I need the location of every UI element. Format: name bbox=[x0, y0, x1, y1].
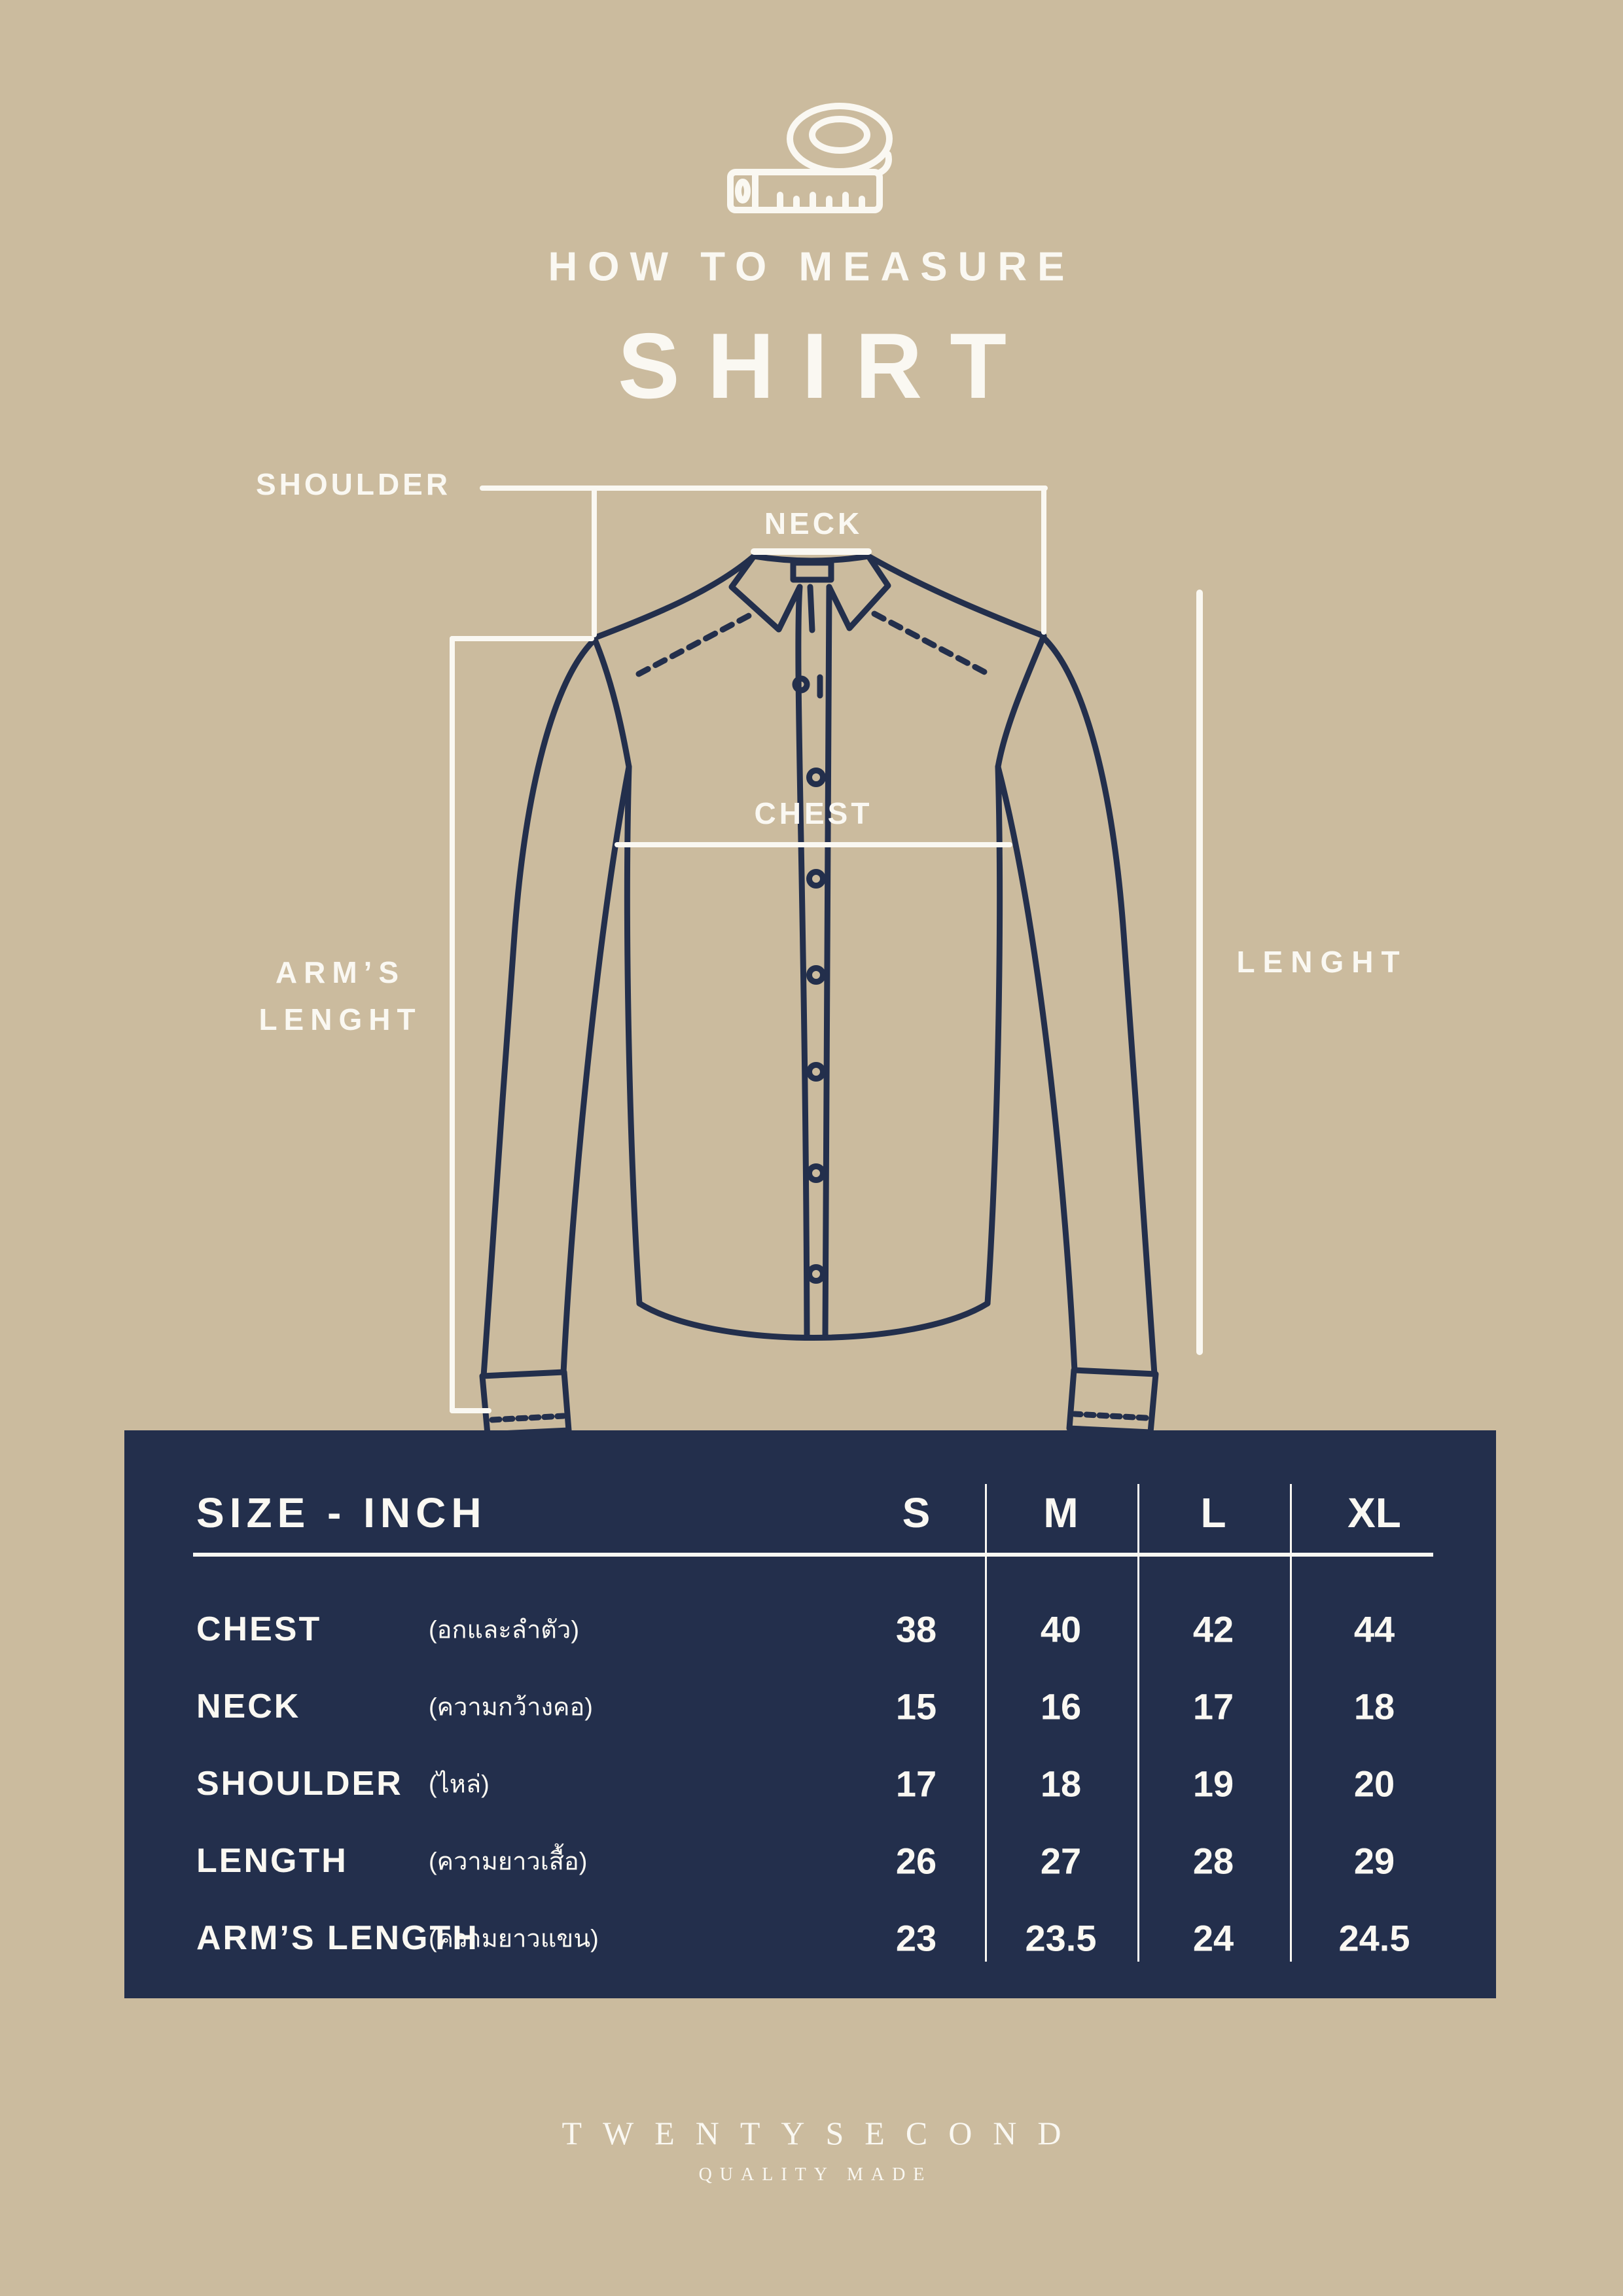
measurement-lines bbox=[450, 486, 1203, 1413]
row-thai-label: (ความยาวเสื้อ) bbox=[429, 1848, 588, 1876]
shirt-right-armhole bbox=[995, 633, 1047, 770]
shirt-left-cuff bbox=[479, 1369, 572, 1438]
cell-value: 17 bbox=[895, 1763, 937, 1805]
row-label: LENGTH bbox=[196, 1842, 348, 1880]
cell-value: 24.5 bbox=[1338, 1917, 1410, 1959]
cell-value: 26 bbox=[895, 1840, 937, 1882]
neck-label: NECK bbox=[764, 506, 863, 540]
cell-value: 20 bbox=[1353, 1763, 1395, 1805]
cell-value: 42 bbox=[1192, 1608, 1234, 1650]
cell-value: 44 bbox=[1353, 1608, 1395, 1650]
size-table-title: SIZE - INCH bbox=[196, 1489, 487, 1536]
cell-value: 38 bbox=[895, 1608, 937, 1650]
brand-tagline: QUALITY MADE bbox=[698, 2164, 933, 2185]
shirt-left-armhole bbox=[591, 635, 632, 770]
shirt-left-sleeve-inner bbox=[560, 764, 632, 1376]
cell-value: 40 bbox=[1040, 1608, 1082, 1650]
row-label: SHOULDER bbox=[196, 1765, 403, 1803]
cell-value: 24 bbox=[1192, 1917, 1234, 1959]
column-header-s: S bbox=[902, 1489, 931, 1536]
cell-value: 29 bbox=[1353, 1840, 1395, 1882]
shirt-left-side bbox=[624, 764, 643, 1307]
shirt-right-sleeve-outer bbox=[1041, 635, 1158, 1377]
row-thai-label: (ไหล่) bbox=[429, 1771, 490, 1799]
row-thai-label: (ความยาวแขน) bbox=[429, 1925, 599, 1953]
cell-value: 18 bbox=[1353, 1686, 1395, 1727]
column-header-xl: XL bbox=[1347, 1489, 1401, 1536]
shirt-left-shoulder-seam bbox=[591, 553, 757, 641]
page-title: HOW TO MEASURE bbox=[548, 244, 1075, 290]
shirt-left-cuff-stitch bbox=[489, 1413, 567, 1423]
cell-value: 28 bbox=[1192, 1840, 1234, 1882]
shirt-button bbox=[806, 768, 826, 787]
table-header-rule bbox=[193, 1553, 1433, 1557]
shirt-right-cuff bbox=[1066, 1367, 1159, 1436]
length-label: LENGHT bbox=[1236, 945, 1408, 979]
shirt-right-sleeve-inner bbox=[995, 764, 1078, 1374]
brand-logotype: TWENTYSECOND bbox=[562, 2115, 1082, 2151]
shirt-neck-tag bbox=[790, 559, 834, 583]
cell-value: 23 bbox=[895, 1917, 937, 1959]
shoulder-label: SHOULDER bbox=[255, 467, 452, 501]
column-header-l: L bbox=[1200, 1489, 1226, 1536]
cell-value: 18 bbox=[1040, 1763, 1082, 1805]
shirt-right-shoulder-seam bbox=[865, 553, 1047, 639]
shirt-illustration bbox=[479, 553, 1159, 1438]
shirt-left-yoke-seam bbox=[635, 610, 756, 677]
shirt-collar-button bbox=[792, 675, 810, 694]
cell-value: 15 bbox=[895, 1686, 937, 1727]
shirt-right-yoke-seam bbox=[871, 610, 991, 677]
shirt-placket-right bbox=[822, 584, 832, 1340]
column-divider bbox=[985, 1484, 987, 1962]
product-title: SHIRT bbox=[618, 314, 1034, 418]
shirt-right-side bbox=[984, 764, 1003, 1307]
cell-value: 17 bbox=[1192, 1686, 1234, 1727]
cell-value: 23.5 bbox=[1025, 1917, 1097, 1959]
shirt-left-sleeve-outer bbox=[480, 637, 597, 1379]
row-thai-label: (ความกว้างคอ) bbox=[429, 1693, 593, 1722]
row-label: NECK bbox=[196, 1687, 301, 1725]
shirt-placket-left bbox=[795, 584, 810, 1340]
shirt-right-collar bbox=[826, 553, 891, 631]
shirt-button bbox=[806, 965, 826, 985]
arms-length-label: ARM’S LENGHT bbox=[259, 955, 422, 1036]
size-table-panel bbox=[124, 1430, 1496, 1998]
shirt-button bbox=[806, 1062, 826, 1082]
chest-label: CHEST bbox=[754, 796, 873, 830]
row-label: CHEST bbox=[196, 1610, 322, 1648]
tape-measure-icon bbox=[727, 103, 893, 213]
shirt-left-collar bbox=[728, 553, 803, 633]
shirt-button bbox=[806, 1264, 826, 1284]
shirt-collar-fold bbox=[807, 584, 815, 633]
cell-value: 16 bbox=[1040, 1686, 1082, 1727]
cell-value: 19 bbox=[1192, 1763, 1234, 1805]
cell-value: 27 bbox=[1040, 1840, 1082, 1882]
shirt-button bbox=[806, 1163, 826, 1183]
shirt-right-cuff-stitch bbox=[1071, 1411, 1149, 1421]
column-divider bbox=[1137, 1484, 1139, 1962]
row-label: ARM’S LENGTH bbox=[196, 1919, 479, 1957]
column-divider bbox=[1290, 1484, 1292, 1962]
row-thai-label: (อกและลำตัว) bbox=[429, 1616, 579, 1644]
column-header-m: M bbox=[1043, 1489, 1079, 1536]
shirt-hem bbox=[636, 1300, 991, 1341]
shirt-button bbox=[806, 869, 826, 889]
